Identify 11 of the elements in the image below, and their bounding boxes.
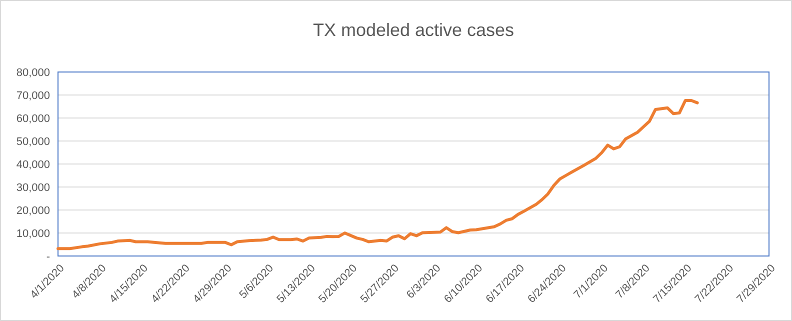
y-tick-label: 70,000 xyxy=(16,90,50,102)
chart-title: TX modeled active cases xyxy=(312,20,514,40)
y-tick-label: 40,000 xyxy=(16,158,50,171)
y-tick-label: 10,000 xyxy=(16,228,50,240)
y-tick-label: - xyxy=(46,250,50,263)
line-series xyxy=(56,99,699,250)
y-tick-label: 30,000 xyxy=(16,182,50,194)
y-tick-label: 50,000 xyxy=(16,136,50,148)
y-tick-label: 80,000 xyxy=(16,66,50,79)
y-tick-label: 20,000 xyxy=(16,204,50,217)
y-tick-label: 60,000 xyxy=(16,112,50,125)
